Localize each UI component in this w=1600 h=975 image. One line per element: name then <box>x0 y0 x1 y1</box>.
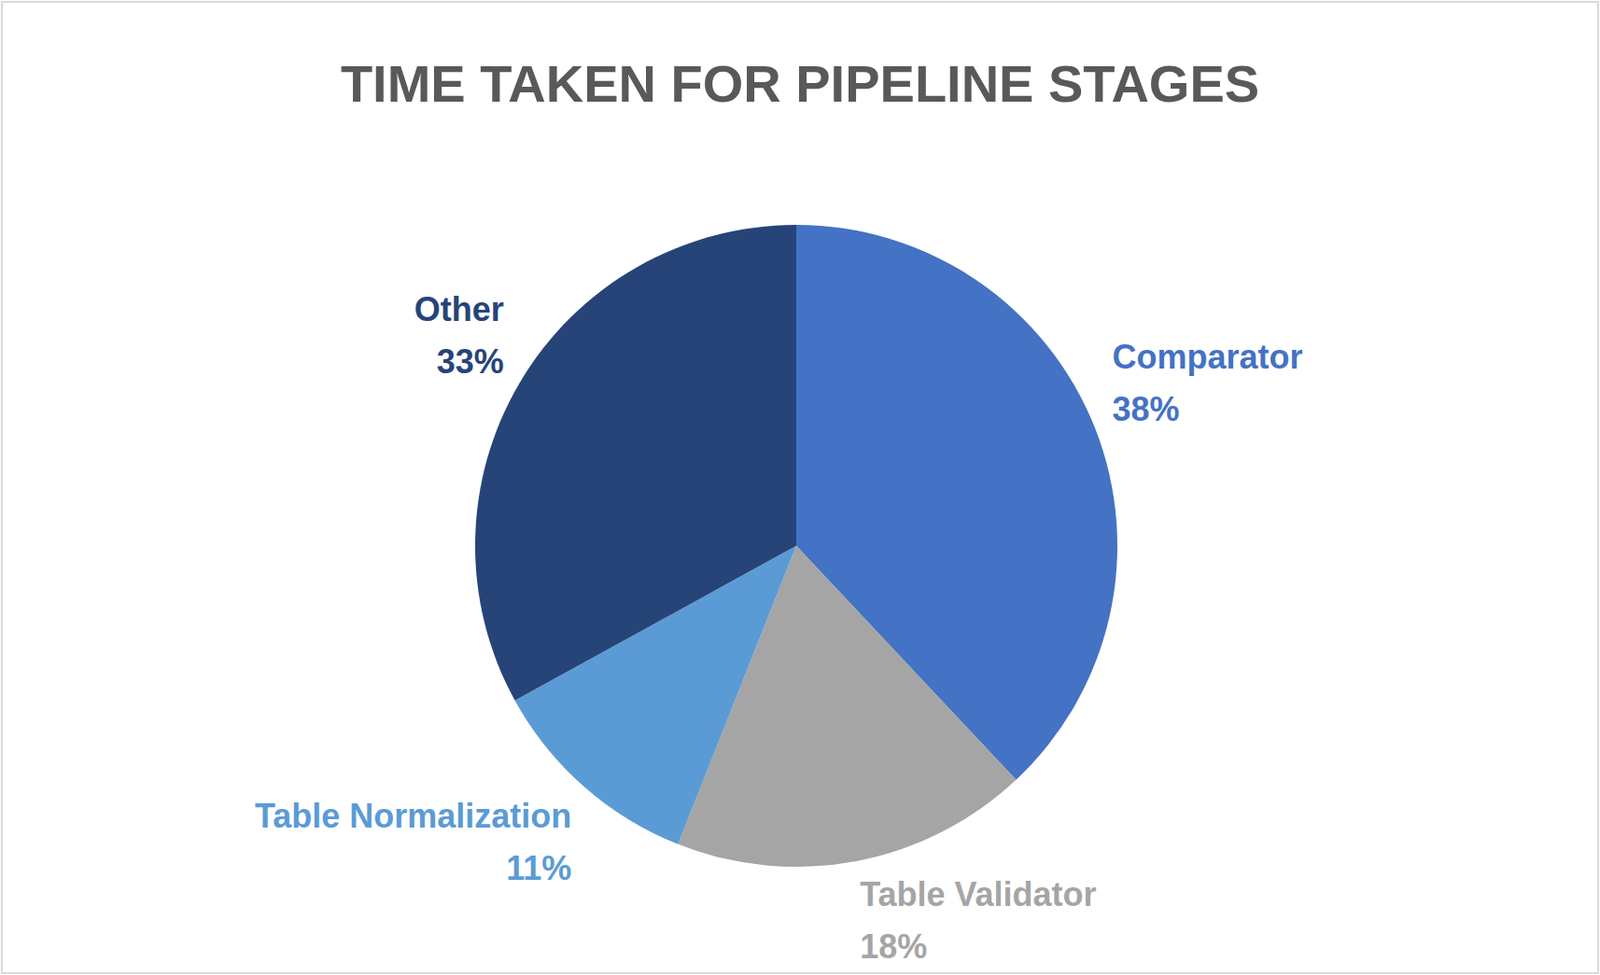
svg-text:Comparator38%: Comparator38% <box>1111 337 1303 429</box>
svg-text:Table Validator18%: Table Validator18% <box>859 875 1096 967</box>
svg-text:Table Normalization11%: Table Normalization11% <box>254 797 572 888</box>
svg-text:Other33%: Other33% <box>414 290 505 381</box>
svg-text:TIME TAKEN FOR PIPELINE STAGES: TIME TAKEN FOR PIPELINE STAGES <box>340 54 1260 113</box>
